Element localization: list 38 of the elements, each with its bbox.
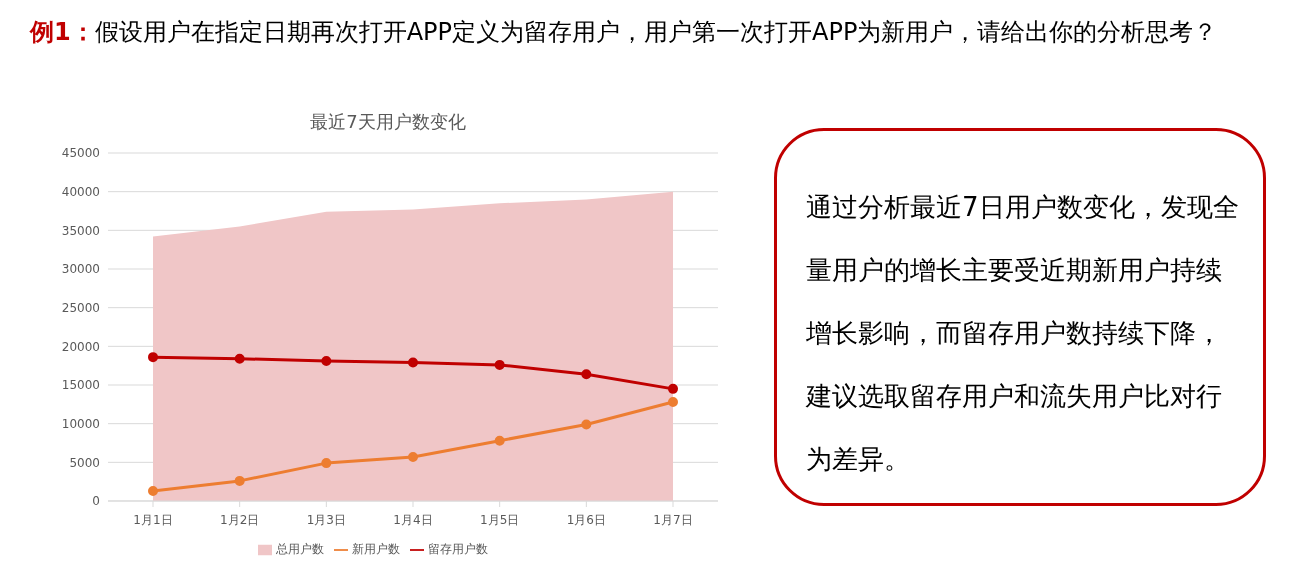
legend-label: 新用户数 — [352, 542, 400, 556]
x-tick-label: 1月5日 — [480, 512, 520, 527]
y-tick-label: 10000 — [61, 416, 100, 431]
x-tick-label: 1月6日 — [566, 512, 606, 527]
legend-label: 留存用户数 — [428, 542, 488, 556]
point — [581, 369, 592, 380]
y-tick-label: 5000 — [69, 455, 100, 470]
text: 假设用户在指定日期再次打开APP定义为留存用户，用户第一次打开APP为新用户，请给出你的分析思考？ — [94, 18, 1218, 46]
point — [321, 356, 332, 367]
y-tick-label: 45000 — [61, 146, 100, 161]
x-tick-label: 1月3日 — [306, 512, 346, 527]
point — [494, 435, 505, 446]
point — [581, 419, 592, 430]
text: 例1： — [30, 18, 95, 46]
y-tick-label: 35000 — [61, 223, 100, 238]
point — [321, 458, 332, 469]
text: 通过分析最近7日用户数变化，发现全量用户的增长主要受近期新用户持续增长影响，而留存用户数持续下降，建议选取留存用户和流失用户比对行为差异。 — [806, 192, 1239, 474]
point — [234, 475, 245, 486]
y-tick-label: 20000 — [61, 339, 100, 354]
x-tick-label: 1月2日 — [220, 512, 260, 527]
y-tick-label: 15000 — [61, 378, 100, 393]
chart-title: 最近7天用户数变化 — [309, 110, 467, 134]
point — [668, 383, 678, 394]
x-tick-label: 1月1日 — [133, 512, 173, 527]
point — [408, 451, 418, 462]
y-tick-label: 25000 — [61, 300, 100, 315]
point — [234, 353, 245, 364]
legend-label: 总用户数 — [276, 542, 324, 556]
y-tick-label: 30000 — [61, 262, 100, 277]
point — [148, 352, 158, 363]
y-tick-label: 0 — [92, 494, 100, 509]
point — [408, 357, 418, 368]
x-tick-label: 1月7日 — [653, 512, 693, 527]
x-tick-label: 1月4日 — [393, 512, 433, 527]
point — [668, 397, 678, 408]
point — [494, 359, 505, 370]
y-tick-label: 40000 — [61, 184, 100, 199]
point — [148, 485, 158, 496]
